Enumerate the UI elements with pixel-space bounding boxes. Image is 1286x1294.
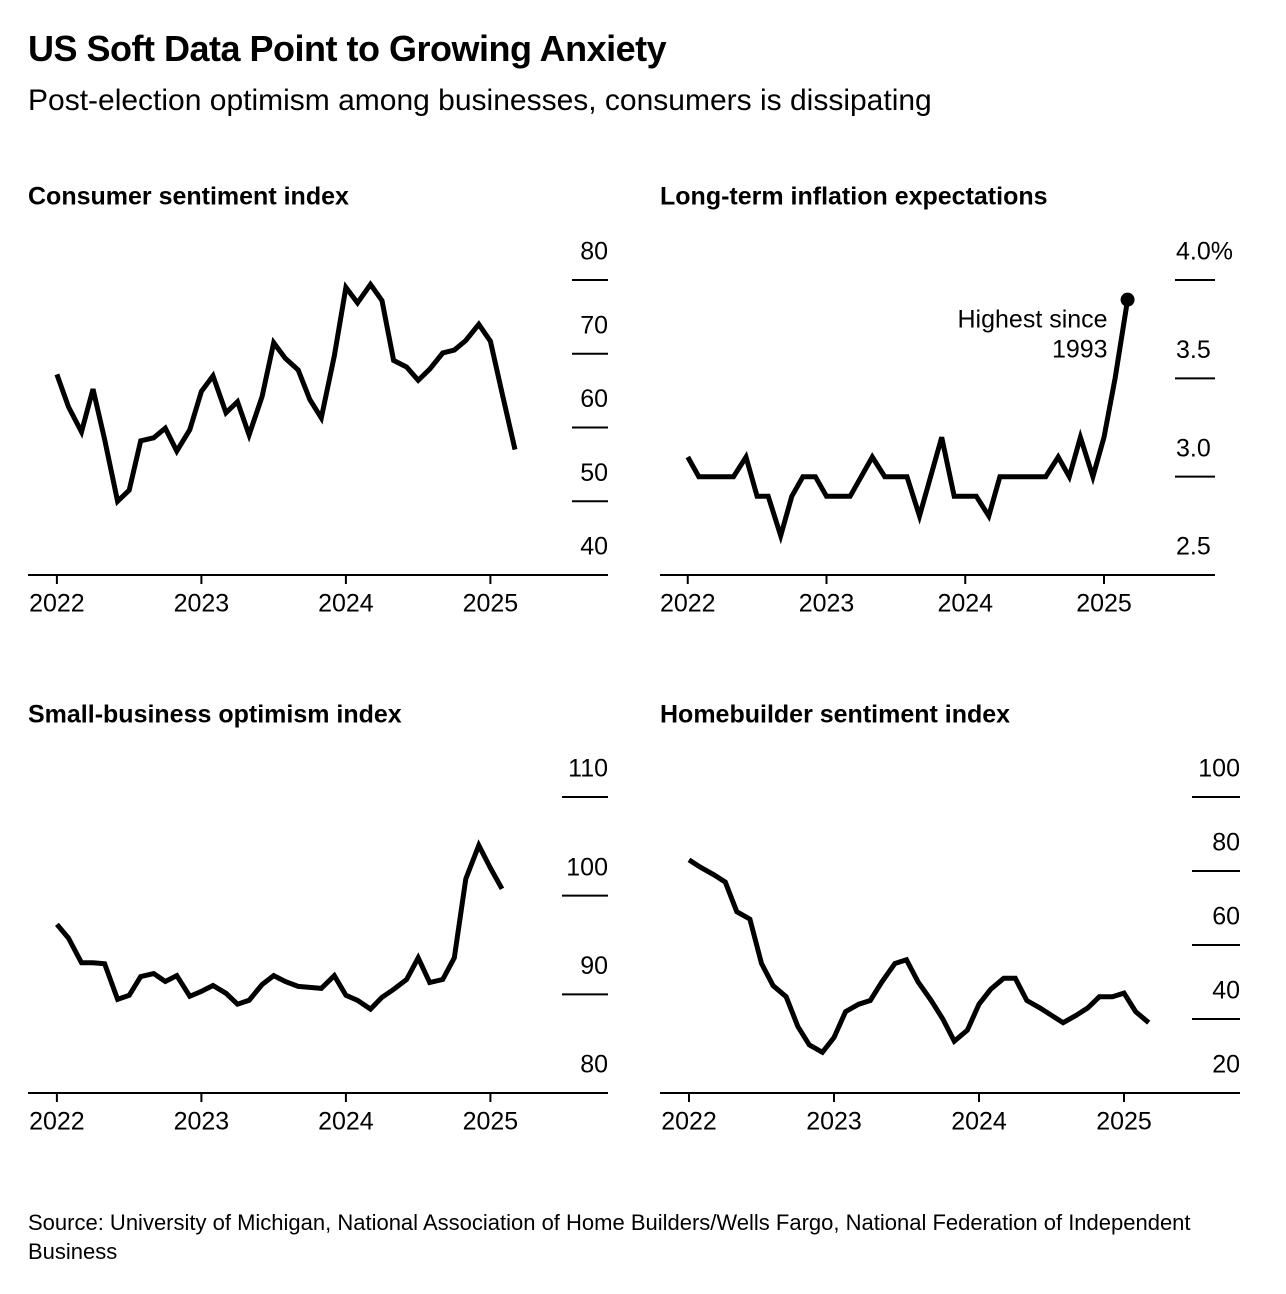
x-tick-label: 2022 [661,1108,717,1136]
y-tick-label: 60 [1212,903,1240,931]
data-line [685,299,1131,545]
y-tick-label: 100 [566,853,608,881]
subtitle: Post-election optimism among businesses,… [28,84,932,117]
annotation: Highest since [958,305,1108,333]
y-tick-label: 3.0 [1176,434,1211,462]
y-tick-label: 100 [1198,755,1240,783]
x-tick-label: 2024 [318,1108,374,1136]
y-tick-label: 70 [580,311,608,339]
panel-title: Small-business optimism index [28,701,402,729]
y-tick-label: 40 [1212,977,1240,1005]
x-tick-label: 2023 [174,590,230,618]
y-tick-label: 4.0% [1176,238,1233,266]
y-tick-label: 110 [568,755,608,783]
data-line [54,839,505,1013]
y-tick-label: 40 [580,533,608,561]
x-tick-label: 2022 [29,1108,85,1136]
title: US Soft Data Point to Growing Anxiety [28,28,667,69]
x-tick-label: 2023 [806,1108,862,1136]
highlight-dot [1120,292,1135,307]
y-tick-label: 90 [580,952,608,980]
y-tick-label: 60 [580,385,608,413]
y-tick-label: 80 [580,238,608,266]
y-tick-label: 3.5 [1176,336,1211,364]
x-tick-label: 2025 [463,590,519,618]
panel-title: Consumer sentiment index [28,183,349,211]
source: Source: University of Michigan, National… [28,1210,1191,1264]
y-tick-label: 2.5 [1176,533,1211,561]
x-tick-label: 2025 [1096,1108,1152,1136]
x-tick-label: 2023 [174,1108,230,1136]
x-tick-label: 2022 [660,590,716,618]
panel-title: Homebuilder sentiment index [660,701,1010,729]
x-tick-label: 2025 [1076,590,1132,618]
panel-title: Long-term inflation expectations [660,183,1048,211]
x-tick-label: 2023 [799,590,855,618]
y-tick-label: 80 [580,1051,608,1079]
data-line [687,857,1151,1056]
x-tick-label: 2024 [937,590,993,618]
data-line [54,280,518,507]
x-tick-label: 2024 [318,590,374,618]
annotation: 1993 [1052,335,1108,363]
x-tick-label: 2024 [951,1108,1007,1136]
y-tick-label: 20 [1212,1051,1240,1079]
x-tick-label: 2025 [463,1108,519,1136]
x-tick-label: 2022 [29,590,85,618]
y-tick-label: 80 [1212,829,1240,857]
y-tick-label: 50 [580,459,608,487]
